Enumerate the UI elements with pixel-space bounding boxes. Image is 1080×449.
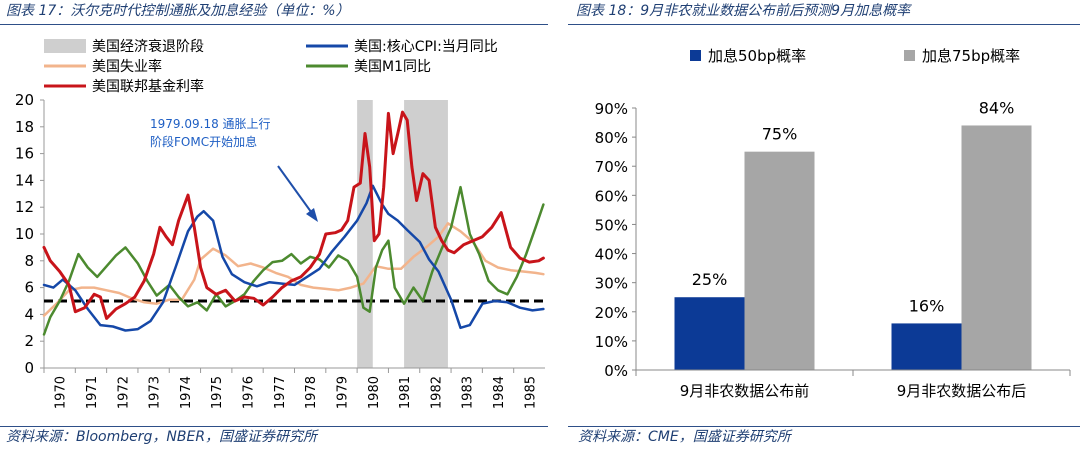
recession-bands [357, 100, 448, 368]
legend-label: 美国:核心CPI:当月同比 [354, 39, 498, 55]
bar-bar50 [891, 323, 962, 370]
y-tick-label: 10 [15, 225, 34, 243]
x-tick-label: 1978 [304, 376, 319, 409]
left-y-axis: 0 2 4 6 8 10 12 14 16 18 20 [15, 91, 45, 377]
x-tick-label: 1981 [398, 376, 413, 409]
bar-bar75 [961, 125, 1032, 370]
data-label: 75% [762, 125, 798, 144]
y-tick-label: 4 [24, 305, 34, 323]
annotation-arrow [277, 165, 315, 217]
left-source-rule [0, 426, 548, 427]
left-source: 资料来源：Bloomberg，NBER，国盛证券研究所 [6, 429, 318, 445]
x-tick-label: 1973 [148, 376, 163, 409]
x-tick-label: 1975 [210, 376, 225, 409]
right-title-rule [568, 24, 1080, 25]
data-label: 25% [692, 270, 728, 289]
legend-label: 美国联邦基金利率 [92, 78, 204, 95]
bars: 25% 75% 16% 84% [674, 98, 1032, 370]
y-tick-label: 80% [595, 129, 628, 147]
right-figure-title: 图表 18：9月非农就业数据公布前后预测9月加息概率 [576, 3, 911, 19]
y-tick-label: 8 [24, 252, 34, 270]
x-tick-label: 1985 [523, 376, 538, 409]
x-tick-label: 1980 [367, 376, 382, 409]
x-tick-label: 1982 [429, 376, 444, 409]
annotation: 1979.09.18 通胀上行 阶段FOMC开始加息 [150, 117, 318, 222]
data-label: 16% [909, 296, 945, 315]
legend-label: 美国经济衰退阶段 [92, 38, 204, 55]
x-category-label: 9月非农数据公布前 [680, 382, 810, 400]
x-category-label: 9月非农数据公布后 [897, 382, 1027, 400]
right-legend: 加息50bp概率 加息75bp概率 [690, 47, 1020, 65]
y-tick-label: 12 [15, 198, 34, 216]
y-tick-label: 18 [15, 118, 34, 136]
bar-bar75 [744, 151, 815, 370]
y-tick-label: 50% [595, 216, 628, 234]
y-tick-label: 6 [24, 279, 34, 297]
y-tick-label: 20% [595, 304, 628, 322]
y-tick-label: 40% [595, 246, 628, 264]
right-y-axis: 0% 10% 20% 30% 40% 50% 60% 70% 80% 90% [595, 100, 637, 380]
left-x-axis: 1970 1971 1972 1973 1974 1975 1976 1977 1978 1979… [43, 367, 545, 409]
right-source-rule [568, 426, 1080, 427]
x-tick-label: 1971 [85, 376, 100, 409]
y-tick-label: 70% [595, 158, 628, 176]
series-line-m1 [42, 185, 545, 336]
left-figure-title: 图表 17：沃尔克时代控制通胀及加息经验（单位：%） [6, 3, 350, 19]
y-tick-label: 0% [604, 362, 628, 380]
y-tick-label: 30% [595, 275, 628, 293]
right-x-axis: 9月非农数据公布前 9月非农数据公布后 [635, 369, 1071, 400]
y-tick-label: 60% [595, 187, 628, 205]
legend-swatch [904, 50, 915, 61]
right-source: 资料来源：CME，国盛证券研究所 [578, 429, 791, 445]
series-line-fed [42, 110, 545, 320]
legend-label: 加息75bp概率 [922, 47, 1020, 65]
x-tick-label: 1974 [179, 376, 194, 409]
x-tick-label: 1970 [54, 376, 69, 409]
y-tick-label: 20 [15, 91, 34, 109]
x-tick-label: 1972 [116, 376, 131, 409]
y-tick-label: 0 [24, 359, 34, 377]
x-tick-label: 1976 [242, 376, 257, 409]
legend-swatch [690, 50, 701, 61]
y-tick-label: 10% [595, 333, 628, 351]
legend-swatch [44, 39, 86, 53]
y-tick-label: 14 [15, 171, 34, 189]
x-tick-label: 1979 [335, 376, 350, 409]
y-tick-label: 2 [24, 332, 34, 350]
series-line-cpi [42, 184, 545, 332]
annotation-arrow-head [306, 208, 318, 222]
right-bar-chart: 加息50bp概率 加息75bp概率 0% 10% 20% 30% 40% 50% 60% 70%… [595, 47, 1071, 400]
legend-label: 美国失业率 [92, 58, 162, 75]
y-tick-label: 90% [595, 100, 628, 118]
annotation-line-2: 阶段FOMC开始加息 [150, 134, 257, 149]
legend-label: 美国M1同比 [354, 59, 431, 75]
legend-label: 加息50bp概率 [708, 47, 806, 65]
x-tick-label: 1983 [461, 376, 476, 409]
bar-bar50 [674, 297, 745, 370]
annotation-line-1: 1979.09.18 通胀上行 [150, 117, 271, 131]
y-tick-label: 16 [15, 145, 34, 163]
line-series [42, 110, 545, 336]
x-tick-label: 1984 [492, 376, 507, 409]
x-tick-label: 1977 [273, 376, 288, 409]
data-label: 84% [979, 98, 1015, 117]
left-title-rule [0, 24, 548, 25]
